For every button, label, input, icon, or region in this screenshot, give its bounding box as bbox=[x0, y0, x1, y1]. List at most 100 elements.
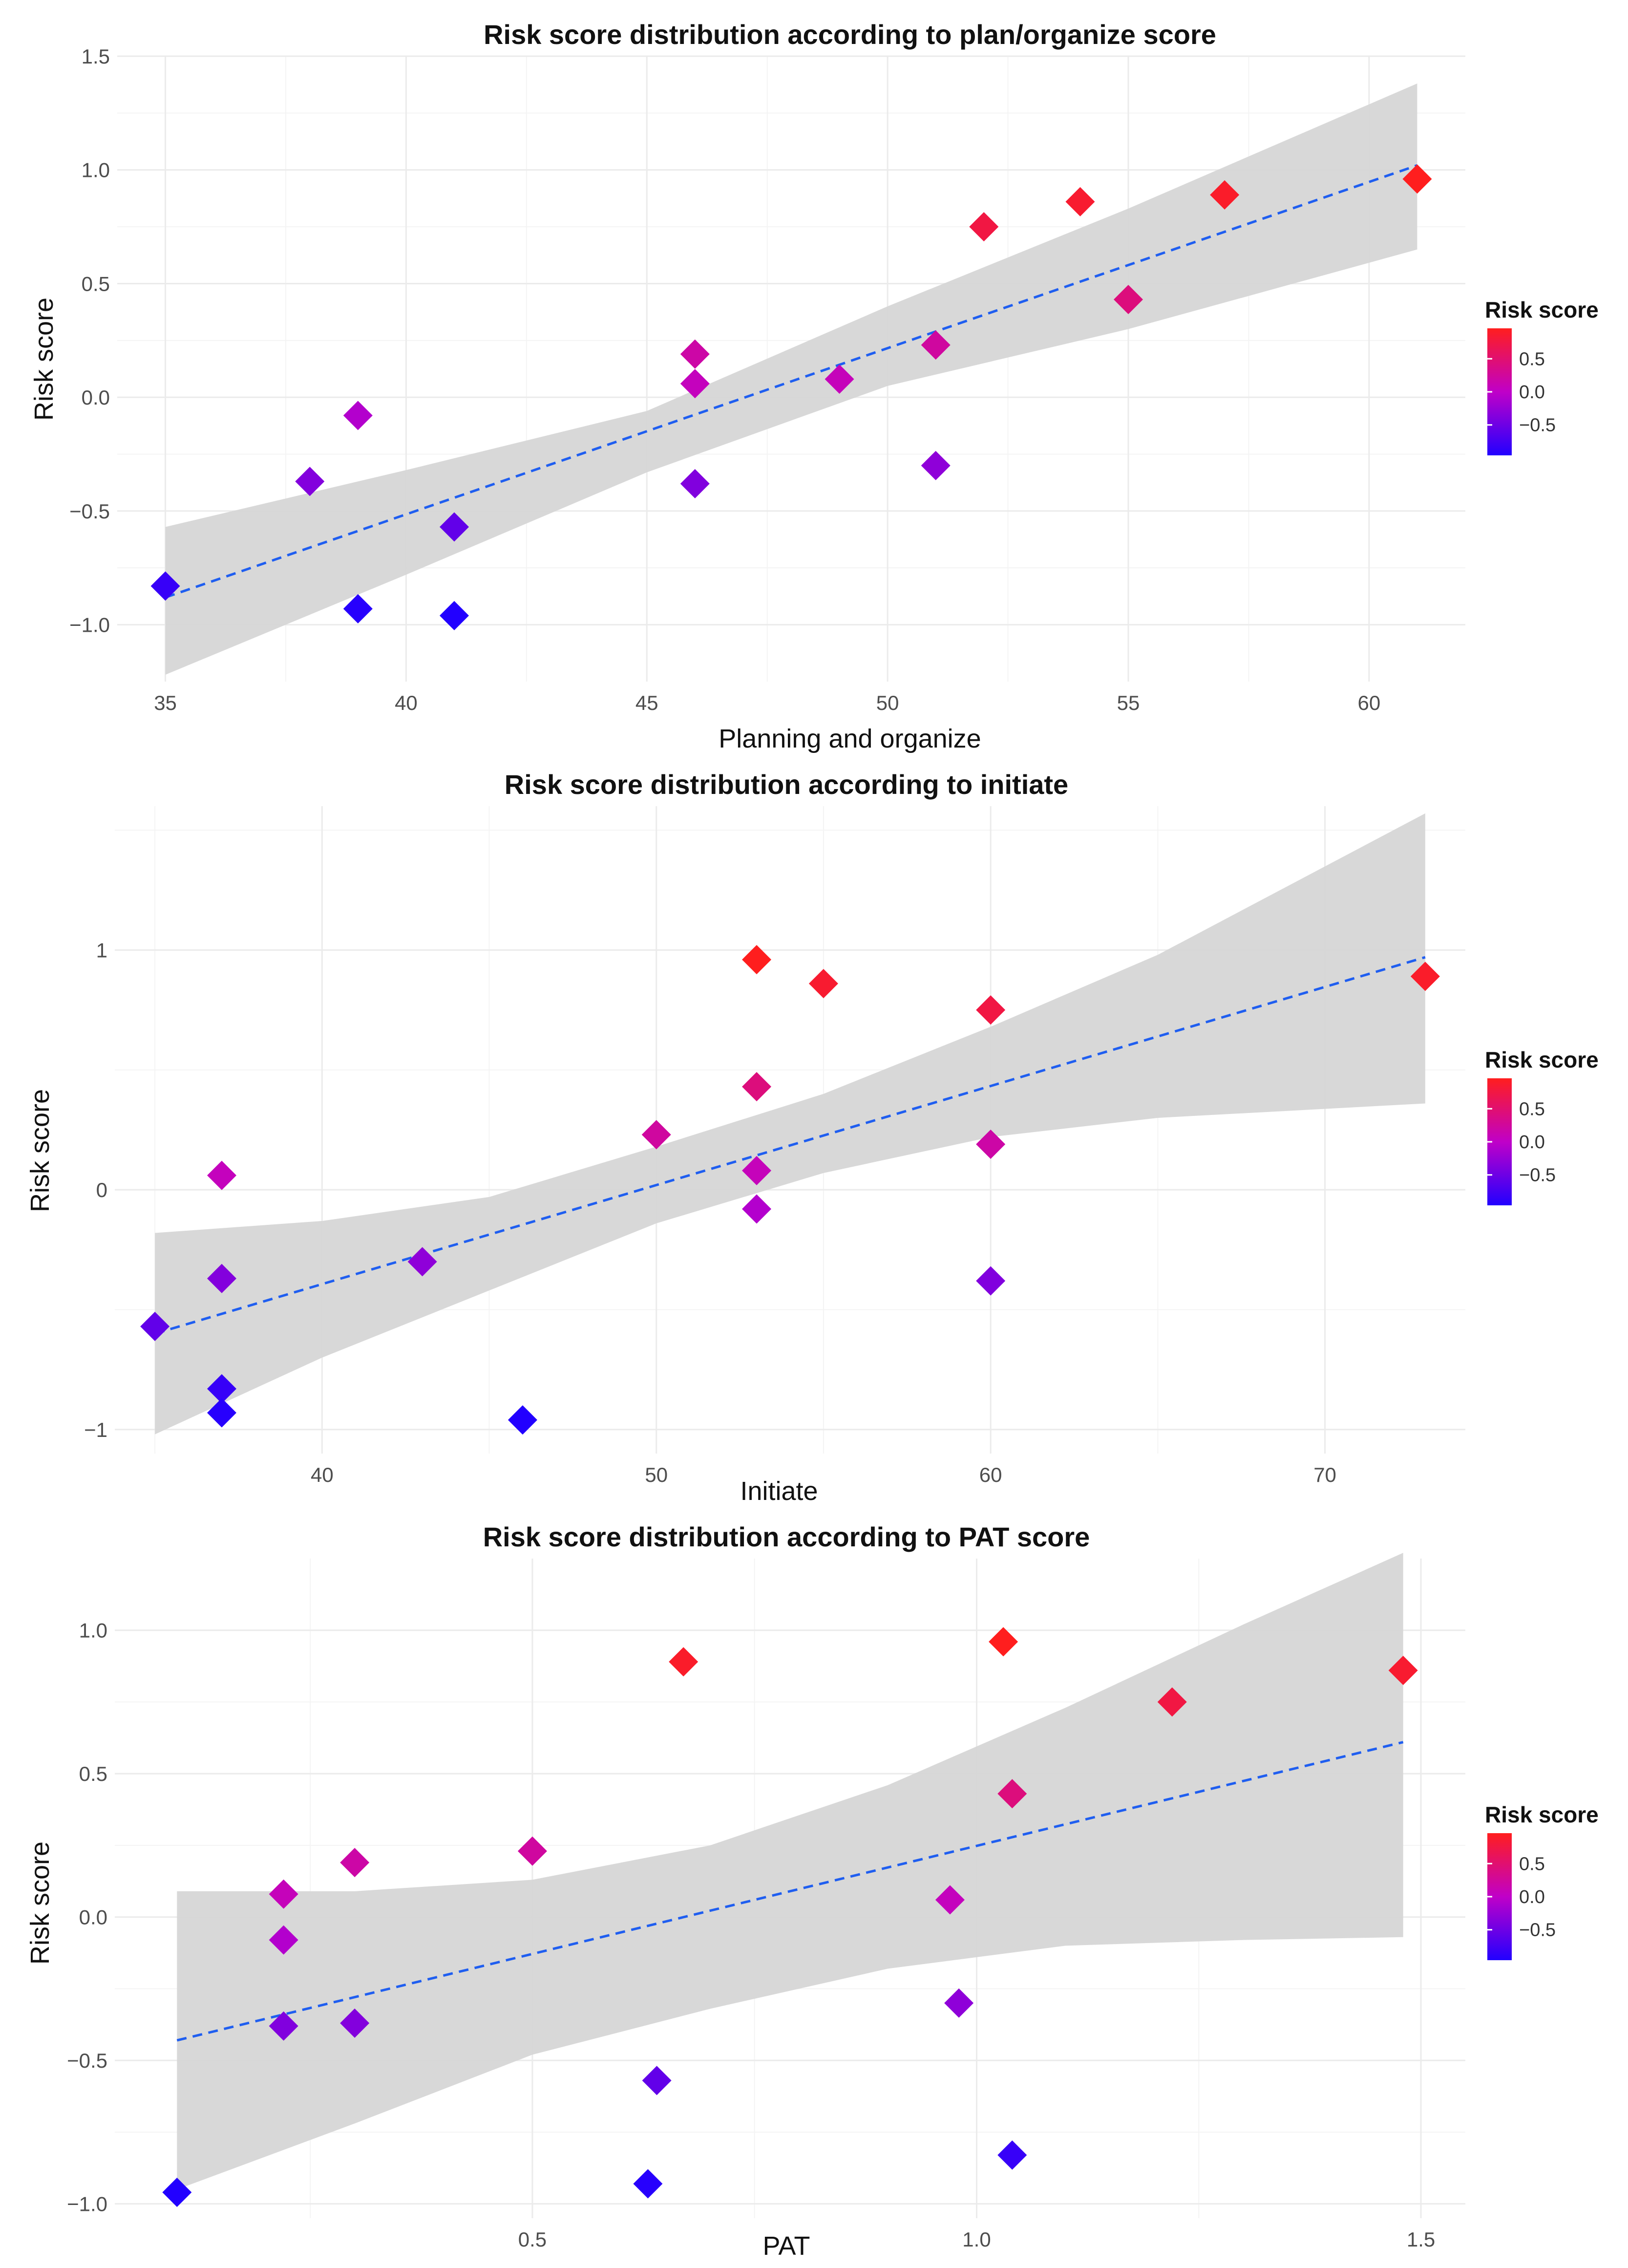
legend-tick-label: −0.5 bbox=[1519, 1920, 1556, 1941]
legend-tick-label: 0.5 bbox=[1519, 1099, 1545, 1119]
x-axis-label: PAT bbox=[762, 2231, 810, 2261]
data-point bbox=[343, 401, 373, 430]
y-tick-label: −0.5 bbox=[69, 500, 110, 523]
data-point bbox=[440, 512, 469, 542]
legend-tick-label: 0.0 bbox=[1519, 1887, 1545, 1907]
chart-title: Risk score distribution according to PAT… bbox=[483, 1521, 1090, 1552]
x-tick-label: 1.5 bbox=[1407, 2228, 1435, 2251]
data-point bbox=[440, 601, 469, 631]
y-tick-label: 0 bbox=[96, 1178, 107, 1201]
x-tick-label: 70 bbox=[1313, 1463, 1336, 1486]
confidence-band bbox=[165, 83, 1417, 675]
chart-title: Risk score distribution according to ini… bbox=[505, 769, 1068, 800]
data-point bbox=[944, 1988, 974, 2018]
data-point bbox=[340, 2008, 370, 2038]
y-tick-label: 0.5 bbox=[82, 272, 110, 295]
data-point bbox=[1065, 187, 1095, 216]
data-point bbox=[1157, 1687, 1187, 1717]
data-point bbox=[295, 467, 325, 496]
legend-tick-label: −0.5 bbox=[1519, 415, 1556, 436]
chart-title: Risk score distribution according to pla… bbox=[484, 19, 1216, 50]
y-tick-label: 0.0 bbox=[82, 386, 110, 409]
data-point bbox=[935, 1885, 965, 1915]
legend-tick-label: 0.5 bbox=[1519, 1854, 1545, 1874]
data-point bbox=[641, 1120, 671, 1150]
y-tick-label: 1.5 bbox=[82, 45, 110, 68]
data-point bbox=[1410, 962, 1440, 991]
y-tick-label: 1.0 bbox=[82, 159, 110, 182]
data-point bbox=[633, 2169, 663, 2199]
x-axis-label: Planning and organize bbox=[719, 724, 981, 753]
x-tick-label: 55 bbox=[1117, 691, 1140, 714]
data-point bbox=[742, 945, 772, 975]
data-point bbox=[825, 364, 854, 394]
data-point bbox=[1114, 285, 1143, 315]
data-point bbox=[407, 1247, 437, 1277]
y-tick-label: 1.0 bbox=[79, 1619, 107, 1642]
color-legend: Risk score 0.5 0.0 −0.5 bbox=[1485, 1047, 1599, 1205]
y-tick-label: −1.0 bbox=[69, 614, 110, 637]
y-tick-label: 0.5 bbox=[79, 1762, 107, 1785]
x-tick-label: 50 bbox=[645, 1463, 668, 1486]
y-tick-label: −1.0 bbox=[67, 2193, 107, 2216]
confidence-band bbox=[177, 1553, 1403, 2190]
x-tick-label: 50 bbox=[876, 691, 899, 714]
data-point bbox=[680, 469, 710, 499]
data-point bbox=[269, 1879, 298, 1909]
data-point bbox=[207, 1160, 237, 1190]
y-tick-label: 0.0 bbox=[79, 1906, 107, 1929]
legend-tick-label: 0.0 bbox=[1519, 1132, 1545, 1153]
y-tick-label: −1 bbox=[84, 1418, 107, 1441]
regression-line bbox=[165, 164, 1418, 599]
data-point bbox=[269, 2011, 298, 2041]
x-tick-label: 35 bbox=[154, 691, 177, 714]
x-tick-label: 60 bbox=[979, 1463, 1002, 1486]
color-legend: Risk score 0.5 0.0 −0.5 bbox=[1485, 1802, 1599, 1960]
legend-tick-label: 0.0 bbox=[1519, 382, 1545, 403]
y-tick-label: 1 bbox=[96, 939, 107, 962]
data-point bbox=[989, 1627, 1018, 1657]
data-point bbox=[162, 2178, 192, 2207]
data-point bbox=[1402, 164, 1432, 194]
data-point bbox=[742, 1155, 772, 1185]
regression-line bbox=[176, 1741, 1404, 2042]
data-point bbox=[207, 1398, 237, 1428]
data-point bbox=[343, 594, 373, 624]
y-axis-label: Risk score bbox=[25, 1841, 55, 1965]
x-tick-label: 40 bbox=[395, 691, 418, 714]
data-point bbox=[742, 1194, 772, 1224]
data-point bbox=[976, 1266, 1006, 1296]
chart-pat: −1.0 −0.5 0.0 0.5 1.0 0.5 1.0 1.5 Risk score d… bbox=[25, 1521, 1599, 2261]
chart-plan-organize: −1.0 −0.5 0.0 0.5 1.0 1.5 35 40 45 50 55 60 Risk s… bbox=[29, 19, 1599, 753]
data-point bbox=[669, 1647, 698, 1677]
color-legend: Risk score 0.5 0.0 −0.5 bbox=[1485, 297, 1599, 455]
data-point bbox=[1210, 180, 1240, 210]
data-point bbox=[808, 969, 838, 999]
data-point bbox=[997, 2140, 1027, 2170]
x-tick-label: 1.0 bbox=[962, 2228, 991, 2251]
data-point bbox=[921, 330, 951, 360]
data-point bbox=[976, 1129, 1006, 1159]
data-point bbox=[997, 1779, 1027, 1809]
data-point bbox=[150, 571, 180, 601]
data-point bbox=[207, 1374, 237, 1404]
y-axis-label: Risk score bbox=[29, 298, 59, 421]
data-point bbox=[1388, 1655, 1418, 1685]
data-point bbox=[340, 1848, 370, 1878]
data-point bbox=[642, 2066, 672, 2096]
y-axis-label: Risk score bbox=[25, 1089, 55, 1212]
y-tick-label: −0.5 bbox=[67, 2049, 107, 2072]
legend-title: Risk score bbox=[1485, 1047, 1599, 1072]
legend-title: Risk score bbox=[1485, 1802, 1599, 1827]
x-tick-label: 0.5 bbox=[518, 2228, 547, 2251]
data-point bbox=[680, 369, 710, 399]
chart-initiate: −1 0 1 40 50 60 70 Risk score distribution ac… bbox=[25, 769, 1599, 1506]
data-point bbox=[742, 1072, 772, 1102]
x-axis-label: Initiate bbox=[740, 1476, 818, 1506]
data-point bbox=[507, 1405, 537, 1435]
regression-line bbox=[154, 956, 1426, 1335]
data-point bbox=[921, 450, 951, 480]
data-point bbox=[680, 339, 710, 369]
data-point bbox=[976, 995, 1006, 1025]
